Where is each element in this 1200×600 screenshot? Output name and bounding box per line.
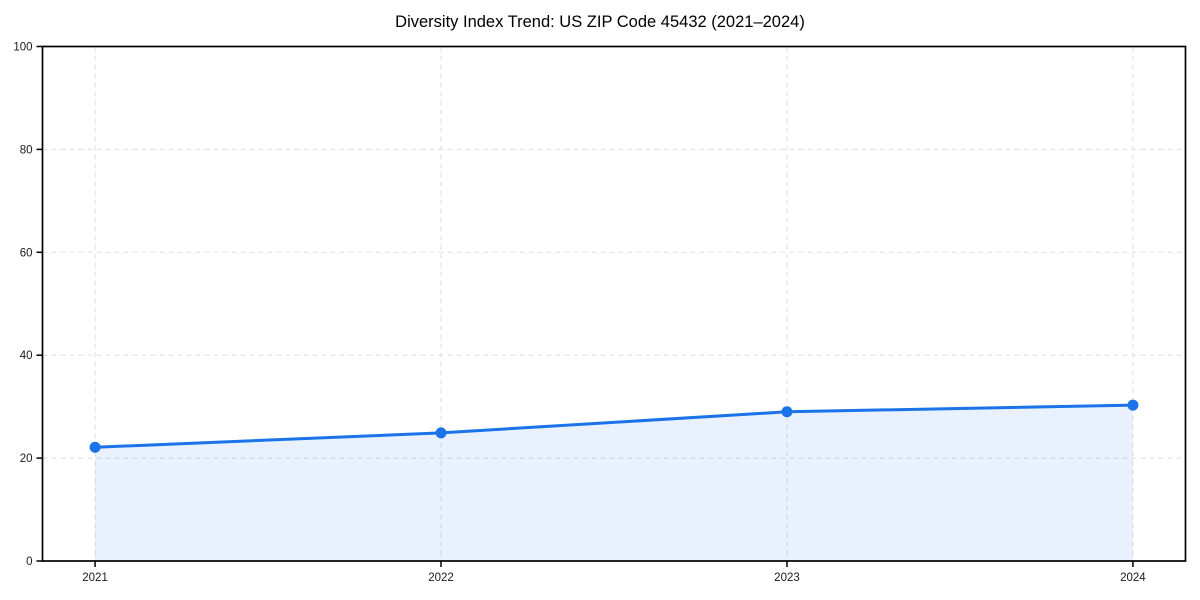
- data-point-2021: [89, 441, 101, 453]
- y-tick-label: 20: [20, 453, 33, 465]
- y-tick-label: 80: [20, 144, 33, 156]
- x-tick-label: 2022: [428, 572, 454, 584]
- y-tick-label: 40: [20, 350, 33, 362]
- area-fill: [95, 405, 1133, 561]
- plot-frame: [41, 45, 1187, 562]
- x-tick-label: 2023: [774, 572, 800, 584]
- x-tick-label: 2021: [82, 572, 108, 584]
- data-point-2022: [435, 427, 447, 439]
- chart-title: Diversity Index Trend: US ZIP Code 45432…: [395, 13, 805, 31]
- y-tick-label: 60: [20, 247, 33, 259]
- trend-line: [93, 403, 1135, 449]
- data-point-2023: [781, 406, 793, 418]
- data-point-2024: [1127, 399, 1139, 411]
- y-tick-label: 0: [26, 556, 32, 568]
- y-tick-label: 100: [13, 42, 32, 54]
- x-tick-label: 2024: [1120, 572, 1146, 584]
